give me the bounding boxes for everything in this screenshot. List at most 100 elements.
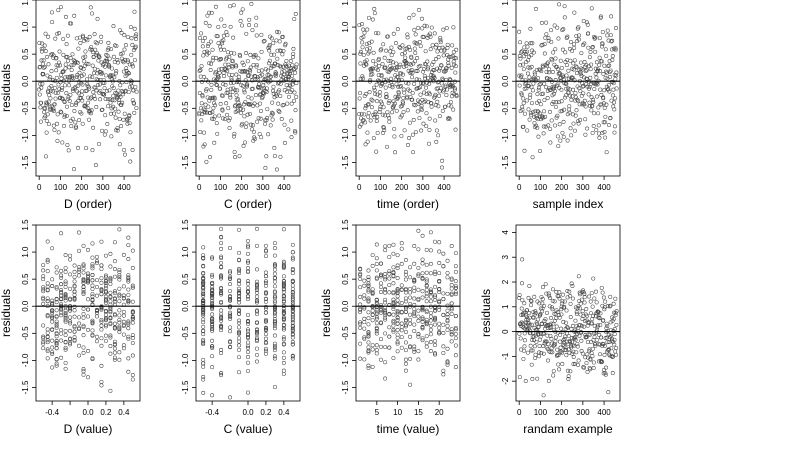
data-point bbox=[568, 369, 573, 374]
data-point bbox=[201, 361, 206, 366]
data-point bbox=[370, 98, 375, 103]
data-point bbox=[279, 70, 284, 75]
data-point bbox=[290, 340, 295, 344]
data-point bbox=[72, 109, 77, 113]
data-point bbox=[59, 313, 64, 318]
data-point bbox=[420, 326, 425, 331]
data-point bbox=[397, 45, 402, 50]
data-point bbox=[117, 227, 122, 232]
data-points bbox=[517, 2, 619, 160]
data-point bbox=[77, 248, 82, 253]
data-point bbox=[538, 149, 542, 153]
data-point bbox=[103, 317, 108, 322]
data-point bbox=[556, 71, 561, 76]
data-point bbox=[103, 308, 108, 313]
data-point bbox=[569, 281, 574, 286]
y-tick-label: 1.5 bbox=[341, 219, 350, 231]
data-point bbox=[424, 24, 429, 29]
data-point bbox=[210, 301, 215, 306]
data-point bbox=[206, 10, 211, 15]
data-point bbox=[130, 84, 135, 89]
data-point bbox=[237, 329, 242, 334]
data-point bbox=[385, 110, 390, 115]
data-point bbox=[560, 109, 565, 114]
data-point bbox=[237, 343, 242, 348]
data-point bbox=[416, 314, 421, 319]
data-point bbox=[285, 101, 290, 106]
data-point bbox=[533, 109, 538, 114]
data-point bbox=[221, 82, 226, 87]
data-point bbox=[80, 121, 85, 126]
x-tick-label: 200 bbox=[555, 183, 569, 192]
y-tick-label: 1.0 bbox=[341, 21, 350, 33]
data-point bbox=[59, 96, 64, 101]
data-point bbox=[559, 65, 564, 70]
data-point bbox=[580, 84, 585, 89]
data-point bbox=[391, 105, 396, 110]
data-point bbox=[358, 309, 363, 314]
data-point bbox=[378, 344, 383, 349]
data-point bbox=[555, 347, 560, 352]
data-point bbox=[272, 246, 277, 251]
data-point bbox=[453, 290, 458, 295]
data-point bbox=[585, 323, 590, 328]
data-point bbox=[227, 72, 232, 77]
data-point bbox=[433, 343, 438, 348]
data-point bbox=[412, 322, 417, 327]
data-point bbox=[530, 348, 535, 353]
data-point bbox=[267, 61, 271, 66]
data-point bbox=[290, 300, 295, 305]
data-point bbox=[424, 310, 429, 315]
data-point bbox=[45, 340, 50, 345]
data-point bbox=[209, 87, 214, 92]
data-point bbox=[391, 265, 396, 270]
data-point bbox=[518, 40, 523, 45]
data-point bbox=[449, 104, 454, 109]
data-point bbox=[37, 92, 42, 97]
data-points bbox=[357, 6, 459, 170]
data-point bbox=[448, 78, 453, 83]
data-point bbox=[403, 357, 408, 362]
data-point bbox=[592, 111, 597, 116]
x-tick-label: 200 bbox=[555, 408, 569, 417]
data-point bbox=[111, 24, 116, 29]
data-point bbox=[608, 116, 613, 120]
data-point bbox=[374, 268, 379, 273]
data-point bbox=[423, 49, 428, 54]
data-point bbox=[441, 372, 446, 377]
data-point bbox=[246, 294, 250, 299]
data-point bbox=[117, 357, 122, 362]
data-point bbox=[534, 123, 539, 128]
data-point bbox=[62, 113, 67, 118]
data-point bbox=[546, 326, 551, 331]
data-point bbox=[81, 38, 86, 43]
data-point bbox=[246, 243, 250, 248]
data-point bbox=[366, 322, 371, 327]
data-point bbox=[408, 62, 413, 67]
data-point bbox=[592, 87, 597, 92]
data-point bbox=[366, 275, 371, 280]
data-point bbox=[288, 71, 292, 76]
data-point bbox=[399, 241, 404, 246]
data-point bbox=[101, 78, 106, 83]
data-point bbox=[246, 345, 250, 350]
data-point bbox=[599, 359, 604, 364]
data-point bbox=[574, 310, 579, 315]
data-point bbox=[610, 79, 615, 84]
data-point bbox=[611, 93, 615, 98]
data-point bbox=[449, 339, 454, 344]
data-point bbox=[90, 75, 95, 80]
data-point bbox=[254, 286, 259, 291]
data-point bbox=[121, 332, 126, 337]
data-point bbox=[112, 291, 117, 296]
data-point bbox=[563, 95, 568, 100]
data-point bbox=[376, 56, 381, 61]
data-point bbox=[588, 357, 593, 362]
data-point bbox=[126, 322, 131, 327]
data-point bbox=[246, 259, 250, 264]
data-point bbox=[564, 308, 569, 313]
data-point bbox=[65, 104, 69, 109]
data-point bbox=[246, 360, 250, 365]
data-point bbox=[74, 36, 79, 41]
data-point bbox=[39, 100, 44, 105]
